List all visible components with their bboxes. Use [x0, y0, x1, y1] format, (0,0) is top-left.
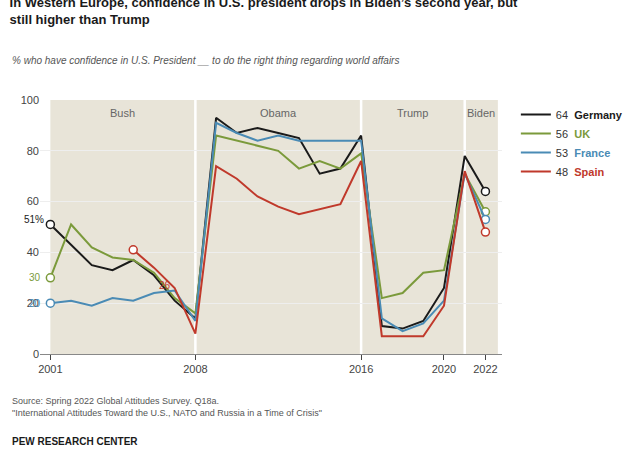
- svg-text:53 France: 53 France: [556, 147, 610, 159]
- svg-text:2022: 2022: [473, 363, 497, 375]
- svg-text:0: 0: [33, 348, 39, 360]
- svg-text:26: 26: [159, 280, 171, 291]
- svg-text:Biden: Biden: [467, 107, 495, 119]
- svg-text:60: 60: [27, 195, 39, 207]
- svg-text:51%: 51%: [24, 214, 44, 225]
- svg-text:PEW RESEARCH CENTER: PEW RESEARCH CENTER: [12, 436, 138, 447]
- svg-text:20: 20: [29, 298, 41, 309]
- svg-text:40: 40: [27, 246, 39, 258]
- svg-text:56 UK: 56 UK: [556, 128, 590, 140]
- svg-text:20: 20: [27, 297, 39, 309]
- svg-text:% who have confidence in U.S.: % who have confidence in U.S. President …: [12, 55, 399, 66]
- svg-text:Source: Spring 2022 Global Att: Source: Spring 2022 Global Attitudes Sur…: [12, 396, 322, 418]
- svg-text:2020: 2020: [432, 363, 456, 375]
- svg-text:2008: 2008: [183, 363, 207, 375]
- svg-text:In Western Europe, confidence: In Western Europe, confidence in U.S. pr…: [10, 0, 518, 27]
- svg-text:2001: 2001: [38, 363, 62, 375]
- svg-text:64 Germany: 64 Germany: [556, 109, 623, 121]
- svg-text:48 Spain: 48 Spain: [556, 166, 605, 178]
- svg-text:Obama: Obama: [260, 107, 297, 119]
- svg-text:2016: 2016: [349, 363, 373, 375]
- svg-text:80: 80: [27, 145, 39, 157]
- svg-text:100: 100: [21, 94, 39, 106]
- svg-text:30: 30: [29, 272, 41, 283]
- svg-text:Trump: Trump: [397, 107, 428, 119]
- svg-text:Bush: Bush: [110, 107, 135, 119]
